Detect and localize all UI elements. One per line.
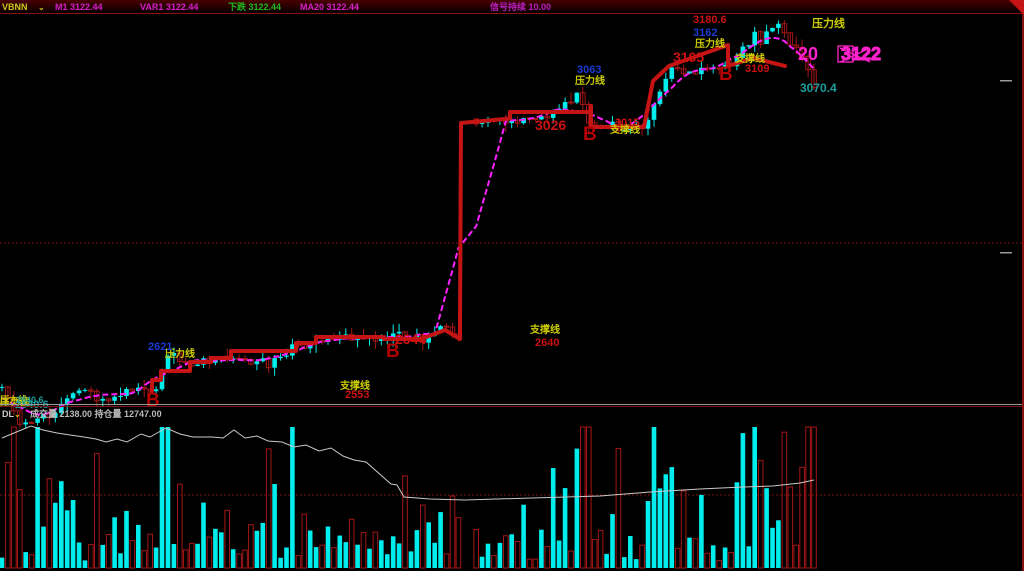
svg-text:2621: 2621 <box>148 341 172 353</box>
svg-text:B: B <box>583 124 597 145</box>
svg-text:3070.4: 3070.4 <box>800 81 837 95</box>
svg-text:MA20 3122.44: MA20 3122.44 <box>300 2 359 12</box>
svg-text:下跌 3122.44: 下跌 3122.44 <box>228 1 281 12</box>
svg-text:2640: 2640 <box>535 337 559 349</box>
svg-text:20: 20 <box>798 44 818 64</box>
svg-text:3105: 3105 <box>673 49 704 65</box>
svg-text:成交量 2138.00 持仓量 12747.00: 成交量 2138.00 持仓量 12747.00 <box>30 408 162 419</box>
svg-text:压力线: 压力线 <box>695 37 725 50</box>
svg-text:2644: 2644 <box>395 331 426 347</box>
svg-text:3122: 3122 <box>841 44 881 64</box>
svg-text:⌄: ⌄ <box>38 3 45 12</box>
svg-text:DL: DL <box>2 409 14 419</box>
svg-text:3180.6: 3180.6 <box>693 14 727 26</box>
svg-text:3026: 3026 <box>535 117 566 133</box>
svg-text:⌄: ⌄ <box>14 410 21 419</box>
svg-text:支撑线: 支撑线 <box>529 323 560 336</box>
svg-text:3063: 3063 <box>577 64 601 76</box>
svg-text:3162: 3162 <box>693 27 717 39</box>
svg-text:3015: 3015 <box>615 117 639 129</box>
svg-text:B: B <box>146 390 160 411</box>
svg-text:信号持续 10.00: 信号持续 10.00 <box>490 1 551 12</box>
svg-text:压力线: 压力线 <box>812 16 845 30</box>
svg-text:2540.6: 2540.6 <box>16 395 44 405</box>
svg-text:3109: 3109 <box>745 63 769 75</box>
svg-text:VBNN: VBNN <box>2 2 28 12</box>
svg-text:B: B <box>719 64 733 85</box>
svg-text:M1 3122.44: M1 3122.44 <box>55 2 103 12</box>
svg-text:VAR1 3122.44: VAR1 3122.44 <box>140 2 198 12</box>
svg-text:2553: 2553 <box>345 389 369 401</box>
